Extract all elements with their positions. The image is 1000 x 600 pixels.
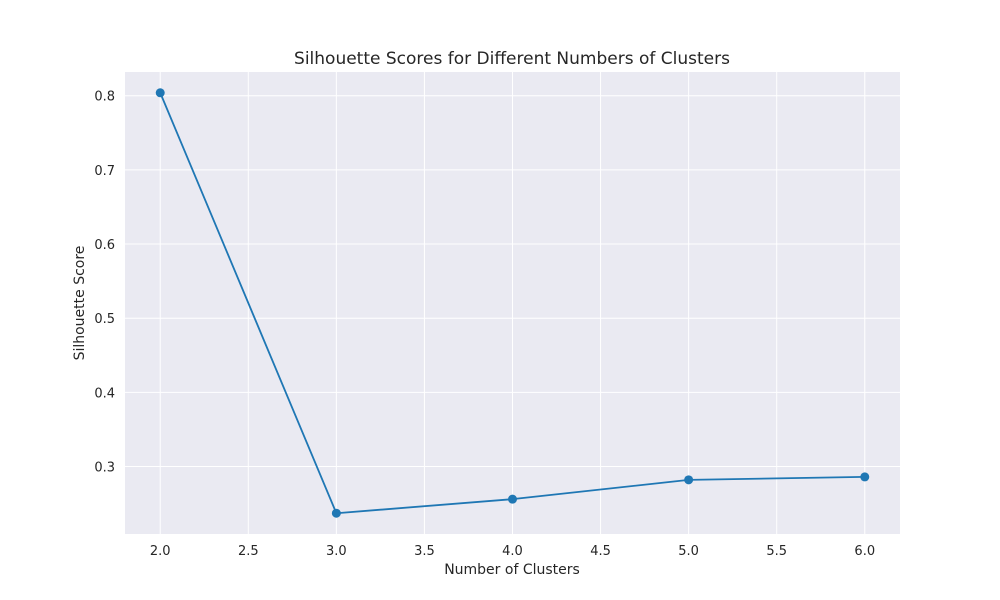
y-tick-label: 0.3 — [94, 461, 115, 476]
x-tick-label: 5.5 — [766, 544, 787, 559]
x-axis-ticks: 2.0 2.5 3.0 3.5 4.0 4.5 5.0 5.5 6.0 — [150, 544, 875, 559]
x-tick-label: 4.0 — [502, 544, 523, 559]
x-tick-label: 2.5 — [238, 544, 259, 559]
data-point — [155, 88, 165, 98]
x-tick-label: 2.0 — [150, 544, 171, 559]
x-tick-label: 5.0 — [678, 544, 699, 559]
data-point — [860, 472, 870, 482]
y-tick-label: 0.7 — [94, 164, 115, 179]
y-tick-label: 0.8 — [94, 90, 115, 105]
x-axis-label: Number of Clusters — [444, 562, 580, 578]
y-tick-label: 0.5 — [94, 312, 115, 327]
y-tick-label: 0.6 — [94, 238, 115, 253]
y-axis-label: Silhouette Score — [72, 246, 88, 361]
grid — [125, 72, 900, 534]
series-layer — [155, 88, 870, 518]
y-tick-label: 0.4 — [94, 386, 115, 401]
x-tick-label: 6.0 — [854, 544, 875, 559]
x-tick-label: 3.0 — [326, 544, 347, 559]
data-point — [331, 508, 341, 518]
x-tick-label: 4.5 — [590, 544, 611, 559]
chart-title: Silhouette Scores for Different Numbers … — [294, 49, 730, 69]
y-axis-ticks: 0.3 0.4 0.5 0.6 0.7 0.8 — [94, 90, 115, 476]
data-point — [508, 494, 517, 504]
data-point — [684, 475, 694, 485]
x-tick-label: 3.5 — [414, 544, 435, 559]
